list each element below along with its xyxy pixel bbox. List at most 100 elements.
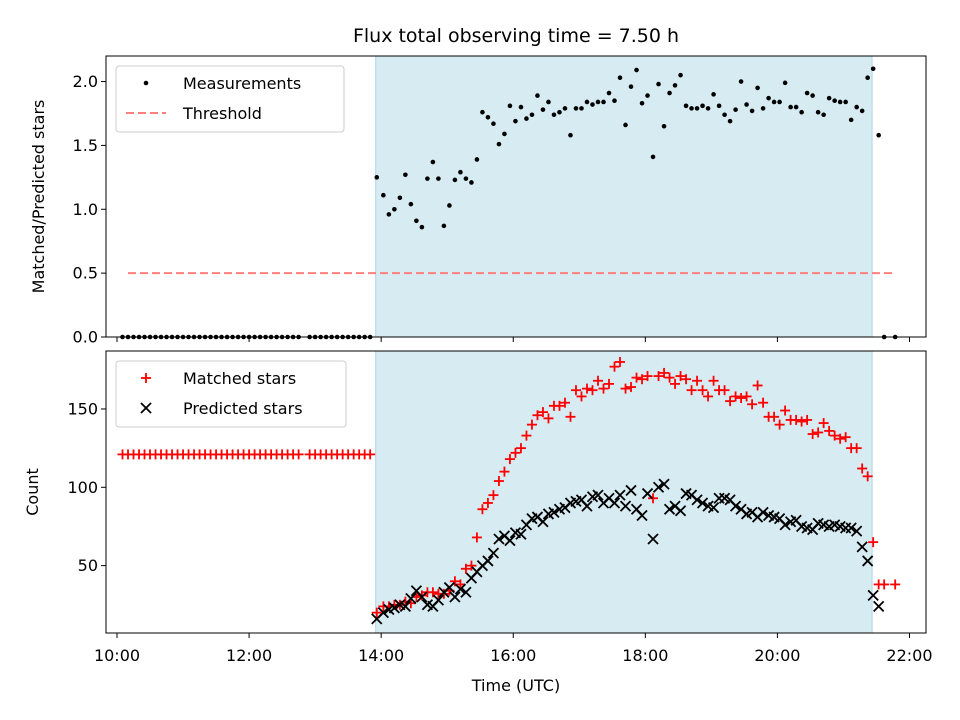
data-point-s0-125 bbox=[815, 109, 821, 115]
data-point-s0-106 bbox=[711, 92, 716, 97]
data-point-s0-32 bbox=[293, 449, 304, 460]
data-point-s0-122 bbox=[799, 109, 804, 115]
data-point-s0-95 bbox=[650, 154, 656, 160]
data-point-s1-15 bbox=[454, 583, 467, 595]
data-point-s0-70 bbox=[510, 447, 521, 458]
data-point-s0-94 bbox=[645, 93, 650, 98]
data-point-s1-22 bbox=[493, 533, 505, 545]
data-point-s1-86 bbox=[845, 522, 857, 534]
data-point-s1-14 bbox=[449, 591, 461, 603]
data-point-s1-87 bbox=[851, 525, 863, 537]
data-point-s0-65 bbox=[482, 497, 493, 508]
data-point-s0-77 bbox=[551, 112, 557, 118]
data-point-s1-55 bbox=[674, 505, 687, 517]
data-point-s0-67 bbox=[493, 476, 504, 487]
data-point-s0-82 bbox=[576, 391, 587, 402]
data-point-s0-83 bbox=[581, 383, 592, 394]
data-point-s0-99 bbox=[670, 378, 681, 389]
data-point-s0-109 bbox=[727, 118, 733, 124]
data-point-s0-60 bbox=[458, 169, 463, 175]
data-point-s0-110 bbox=[733, 107, 738, 112]
data-point-s0-105 bbox=[703, 391, 714, 402]
data-point-s0-55 bbox=[430, 159, 436, 165]
data-point-s0-104 bbox=[697, 385, 708, 396]
data-point-s0-108 bbox=[722, 112, 727, 118]
data-point-s0-79 bbox=[559, 397, 570, 408]
data-point-s0-68 bbox=[502, 131, 507, 137]
data-point-s0-91 bbox=[628, 84, 634, 89]
data-point-s0-103 bbox=[694, 106, 700, 111]
data-point-s0-111 bbox=[736, 393, 747, 403]
data-point-s1-65 bbox=[729, 500, 742, 512]
data-point-s1-5 bbox=[399, 600, 412, 613]
predicted-stars-legend-icon bbox=[140, 402, 152, 414]
data-point-s0-81 bbox=[570, 385, 581, 396]
data-point-s0-75 bbox=[537, 407, 548, 418]
data-point-s0-132 bbox=[854, 104, 859, 110]
data-point-s0-75 bbox=[540, 107, 546, 112]
data-point-s0-102 bbox=[689, 106, 694, 111]
data-point-s0-86 bbox=[598, 383, 609, 394]
data-point-s0-119 bbox=[780, 405, 791, 416]
threshold-legend-label: Threshold bbox=[182, 104, 262, 123]
data-point-s0-67 bbox=[496, 141, 502, 147]
data-point-s0-123 bbox=[804, 90, 810, 96]
data-point-s0-125 bbox=[813, 427, 824, 438]
count-y-ticks: 50 100 150 bbox=[67, 399, 106, 575]
data-point-s0-135 bbox=[868, 537, 879, 548]
data-point-s0-122 bbox=[796, 416, 807, 427]
data-point-s0-133 bbox=[859, 108, 865, 114]
y-tick-label: 1.5 bbox=[73, 136, 98, 155]
data-point-s1-44 bbox=[614, 489, 626, 501]
data-point-s0-78 bbox=[554, 400, 565, 411]
data-point-s0-61 bbox=[463, 176, 469, 181]
data-point-s1-51 bbox=[652, 481, 665, 493]
data-point-s0-91 bbox=[626, 382, 637, 393]
measurements-legend-label: Measurements bbox=[183, 74, 301, 93]
data-point-s0-126 bbox=[821, 112, 826, 118]
data-point-s0-93 bbox=[637, 374, 648, 385]
data-point-s0-130 bbox=[843, 99, 848, 105]
count-x-ticks: 10:00 12:00 14:00 16:00 18:00 20:00 22:00 bbox=[94, 633, 933, 665]
data-point-s0-50 bbox=[403, 172, 408, 178]
data-point-s0-97 bbox=[661, 123, 667, 129]
data-point-s0-138 bbox=[890, 579, 901, 590]
data-point-s0-96 bbox=[656, 81, 661, 87]
data-point-s1-48 bbox=[636, 509, 648, 522]
data-point-s0-90 bbox=[623, 122, 628, 128]
data-point-s0-84 bbox=[590, 102, 595, 107]
count-axes-frame bbox=[105, 350, 927, 634]
data-point-s0-72 bbox=[521, 430, 532, 441]
ratio-y-ticks: 0.0 0.5 1.0 1.5 2.0 bbox=[73, 72, 106, 347]
data-point-s0-78 bbox=[557, 109, 562, 115]
data-point-s0-98 bbox=[667, 90, 672, 96]
data-point-s0-62 bbox=[469, 180, 474, 185]
data-point-s1-16 bbox=[460, 586, 472, 598]
data-point-s0-73 bbox=[526, 419, 537, 430]
data-point-s0-119 bbox=[782, 80, 788, 86]
data-point-s0-46 bbox=[381, 192, 386, 198]
data-point-s0-137 bbox=[879, 579, 890, 590]
ratio-axes-frame bbox=[105, 55, 927, 338]
data-point-s0-90 bbox=[620, 383, 631, 394]
data-point-s0-71 bbox=[515, 443, 526, 454]
y-tick-label: 100 bbox=[67, 478, 98, 497]
data-point-s0-89 bbox=[617, 75, 623, 81]
data-point-s0-114 bbox=[752, 380, 763, 391]
data-point-s0-61 bbox=[460, 563, 471, 574]
data-point-s0-97 bbox=[659, 367, 670, 378]
measurements-legend-icon bbox=[143, 80, 149, 86]
data-point-s0-121 bbox=[793, 104, 799, 110]
data-point-s0-118 bbox=[774, 419, 785, 430]
ratio-shade bbox=[375, 55, 873, 338]
data-point-s0-101 bbox=[683, 103, 689, 109]
data-point-s1-53 bbox=[663, 503, 676, 515]
data-point-s1-59 bbox=[696, 497, 709, 509]
predicted-stars-legend-label: Predicted stars bbox=[183, 399, 303, 418]
data-point-s1-38 bbox=[581, 500, 593, 512]
data-point-s0-89 bbox=[615, 356, 626, 367]
data-point-s0-114 bbox=[755, 85, 760, 91]
data-point-s1-91 bbox=[873, 600, 885, 613]
data-point-s0-127 bbox=[826, 95, 832, 101]
data-point-s1-32 bbox=[548, 506, 560, 519]
